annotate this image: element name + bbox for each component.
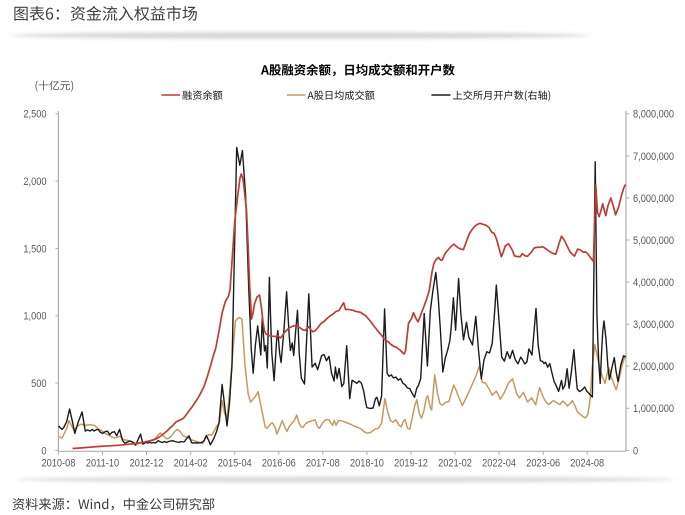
svg-text:5,000,000: 5,000,000	[633, 235, 674, 247]
svg-text:2017-08: 2017-08	[306, 458, 340, 470]
svg-text:2016-06: 2016-06	[262, 458, 296, 470]
svg-text:2018-10: 2018-10	[350, 458, 384, 470]
svg-text:2010-08: 2010-08	[41, 458, 75, 470]
svg-text:1,000: 1,000	[23, 311, 46, 323]
svg-text:2011-10: 2011-10	[86, 458, 119, 470]
svg-text:7,000,000: 7,000,000	[633, 151, 674, 163]
svg-text:500: 500	[31, 378, 47, 390]
svg-text:2019-12: 2019-12	[394, 458, 428, 470]
svg-text:0: 0	[633, 446, 638, 458]
svg-text:4,000,000: 4,000,000	[633, 277, 674, 289]
svg-text:2,000: 2,000	[23, 176, 46, 188]
svg-text:2022-04: 2022-04	[482, 458, 516, 470]
svg-text:1,500: 1,500	[23, 244, 46, 256]
svg-text:2015-04: 2015-04	[218, 458, 252, 470]
svg-text:2014-02: 2014-02	[174, 458, 208, 470]
svg-text:3,000,000: 3,000,000	[633, 319, 674, 331]
svg-text:1,000,000: 1,000,000	[633, 404, 674, 416]
svg-text:8,000,000: 8,000,000	[633, 109, 674, 121]
svg-text:2,500: 2,500	[23, 109, 46, 121]
svg-text:2021-02: 2021-02	[438, 458, 472, 470]
svg-text:2012-12: 2012-12	[130, 458, 164, 470]
svg-text:2024-08: 2024-08	[570, 458, 604, 470]
svg-text:2023-06: 2023-06	[526, 458, 560, 470]
svg-text:2,000,000: 2,000,000	[633, 361, 674, 373]
svg-text:0: 0	[41, 446, 46, 458]
svg-text:6,000,000: 6,000,000	[633, 193, 674, 205]
